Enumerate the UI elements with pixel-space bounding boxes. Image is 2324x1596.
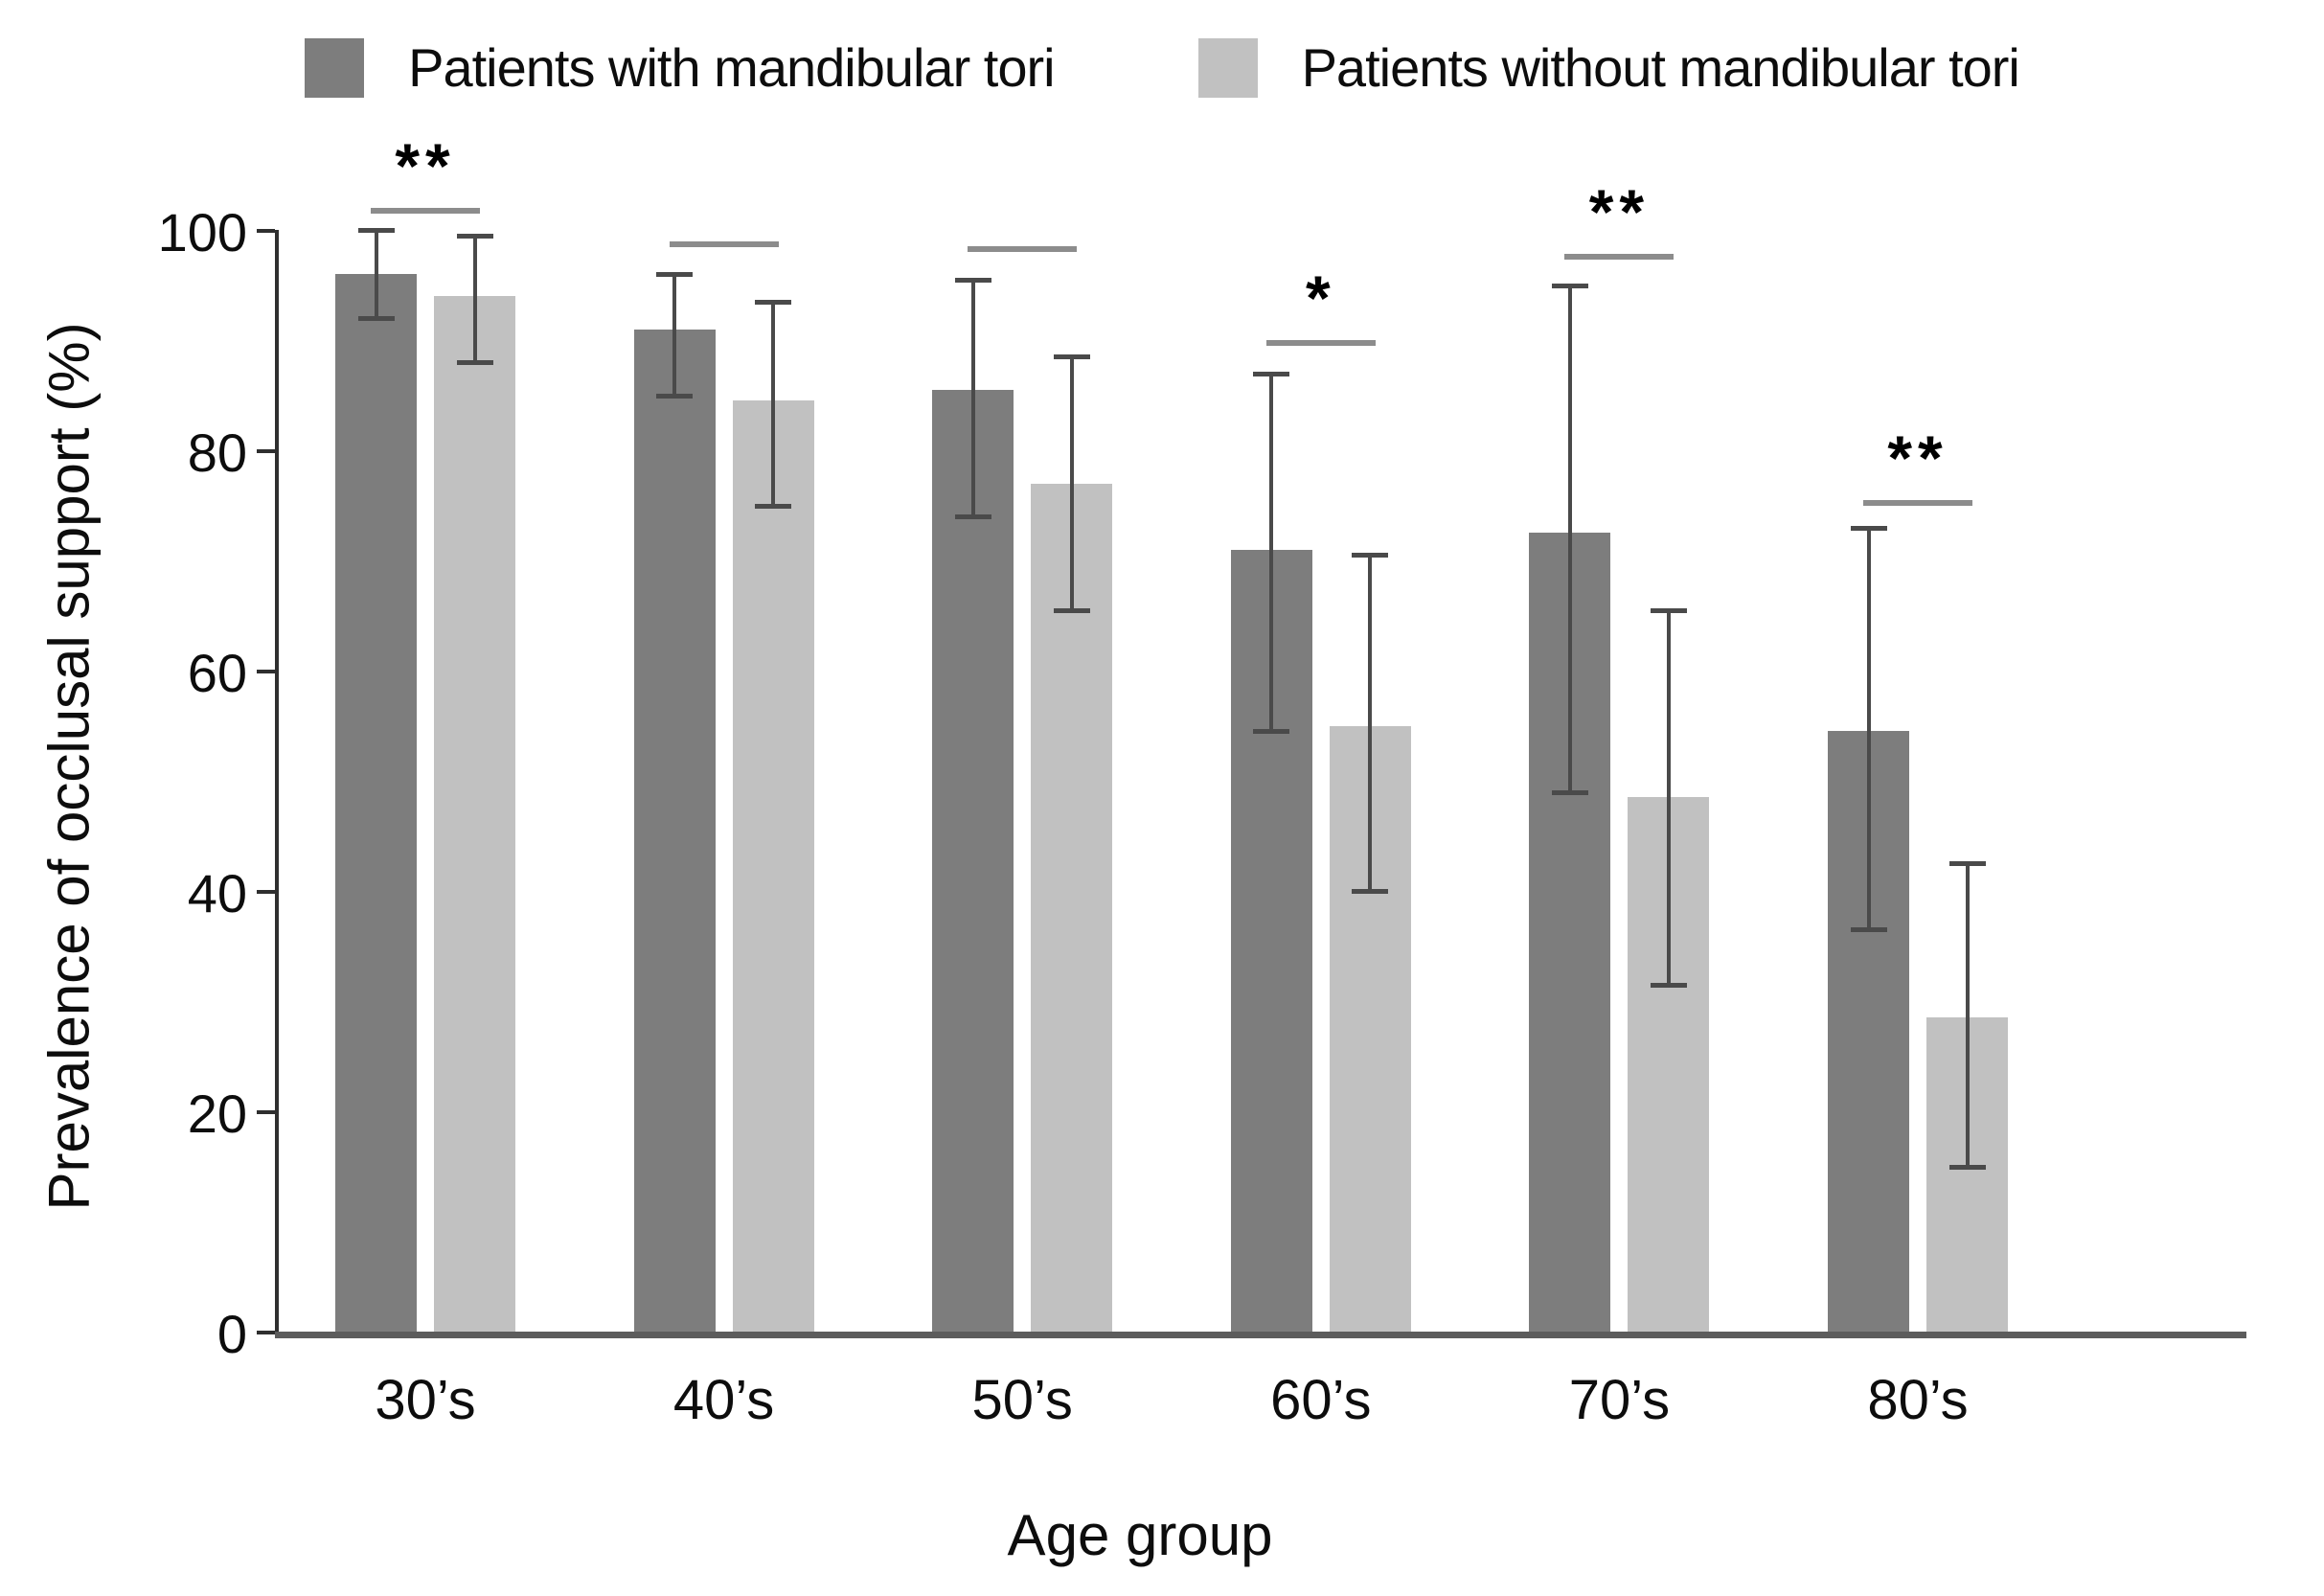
x-category-label-30’s: 30’s (375, 1369, 476, 1431)
error-bar-cap-top (656, 272, 694, 277)
legend-label-with-tori: Patients with mandibular tori (408, 37, 1055, 98)
error-bar-cap-bottom (1253, 729, 1290, 735)
y-axis-line (275, 230, 279, 1335)
y-tick (257, 229, 275, 233)
y-tick (257, 890, 275, 894)
error-bar-cap-top (1551, 283, 1588, 288)
error-bar-cap-bottom (1053, 607, 1090, 613)
legend-item-without-tori: Patients without mandibular tori (1197, 36, 2020, 99)
error-bar-cap-bottom (1352, 889, 1389, 894)
x-category-label-80’s: 80’s (1867, 1369, 1969, 1431)
error-bar-cap-top (1253, 371, 1290, 376)
error-bar-line (1666, 609, 1671, 985)
error-bar-cap-top (1352, 553, 1389, 559)
significance-line-80’s (1863, 499, 1972, 506)
x-category-label-50’s: 50’s (971, 1369, 1073, 1431)
error-bar-cap-top (456, 233, 493, 239)
legend-swatch-without-tori-icon (1197, 37, 1258, 98)
y-tick-label: 60 (187, 643, 247, 703)
y-tick (257, 1110, 275, 1114)
x-axis-title: Age group (1007, 1503, 1273, 1567)
error-bar-line (1269, 373, 1274, 732)
y-tick-label: 40 (187, 863, 247, 923)
significance-stars-70’s: ** (1588, 176, 1651, 248)
error-bar-line (771, 301, 776, 506)
legend-label-without-tori: Patients without mandibular tori (1301, 37, 2020, 98)
y-tick-label: 80 (187, 422, 247, 483)
error-bar-cap-top (1948, 861, 1986, 867)
significance-line-60’s (1265, 340, 1376, 346)
error-bar-line (1965, 863, 1970, 1167)
x-category-label-60’s: 60’s (1270, 1369, 1372, 1431)
significance-line-50’s (968, 246, 1078, 253)
bar-without-tori-40’s (732, 400, 814, 1332)
error-bar-cap-top (1053, 354, 1090, 360)
legend: Patients with mandibular tori Patients w… (0, 36, 2324, 99)
significance-stars-80’s: ** (1887, 422, 1948, 493)
error-bar-cap-bottom (456, 360, 493, 365)
error-bar-line (472, 235, 477, 362)
error-bar-cap-bottom (755, 503, 792, 509)
bar-with-tori-30’s (335, 274, 417, 1332)
bar-with-tori-50’s (932, 389, 1014, 1332)
error-bar-line (374, 230, 378, 318)
y-tick-label: 20 (187, 1083, 247, 1144)
y-tick (257, 670, 275, 673)
y-axis-title: Prevalence of occlusal support (%) (36, 322, 102, 1211)
y-tick (257, 449, 275, 453)
error-bar-line (1866, 527, 1871, 930)
error-bar-line (672, 274, 677, 396)
error-bar-cap-bottom (1948, 1164, 1986, 1170)
bar-without-tori-30’s (434, 296, 515, 1332)
error-bar-cap-bottom (1850, 927, 1887, 933)
bar-with-tori-40’s (633, 329, 716, 1332)
error-bar-line (1069, 356, 1074, 610)
significance-line-30’s (371, 208, 480, 214)
error-bar-line (1368, 555, 1373, 891)
error-bar-cap-bottom (357, 316, 395, 321)
error-bar-cap-top (755, 299, 792, 305)
bar-without-tori-50’s (1031, 483, 1113, 1332)
error-bar-line (970, 279, 975, 516)
error-bar-cap-bottom (656, 393, 694, 399)
error-bar-cap-top (1850, 525, 1887, 531)
legend-item-with-tori: Patients with mandibular tori (305, 36, 1056, 99)
significance-stars-60’s: * (1305, 262, 1336, 333)
error-bar-cap-top (954, 277, 991, 283)
y-tick-label: 100 (157, 202, 247, 262)
significance-line-70’s (1564, 254, 1675, 261)
error-bar-cap-bottom (1650, 982, 1687, 988)
error-bar-line (1567, 285, 1572, 792)
significance-line-40’s (669, 240, 779, 247)
error-bar-cap-bottom (1551, 789, 1588, 795)
significance-stars-30’s: ** (395, 130, 456, 201)
y-tick (257, 1331, 275, 1334)
x-category-label-40’s: 40’s (672, 1369, 775, 1431)
x-axis-line (275, 1332, 2246, 1338)
error-bar-cap-top (357, 228, 395, 233)
y-tick-label: 0 (216, 1304, 247, 1364)
error-bar-cap-top (1650, 607, 1687, 613)
legend-swatch-with-tori-icon (305, 37, 365, 98)
error-bar-cap-bottom (954, 514, 991, 519)
x-category-label-70’s: 70’s (1568, 1369, 1671, 1431)
